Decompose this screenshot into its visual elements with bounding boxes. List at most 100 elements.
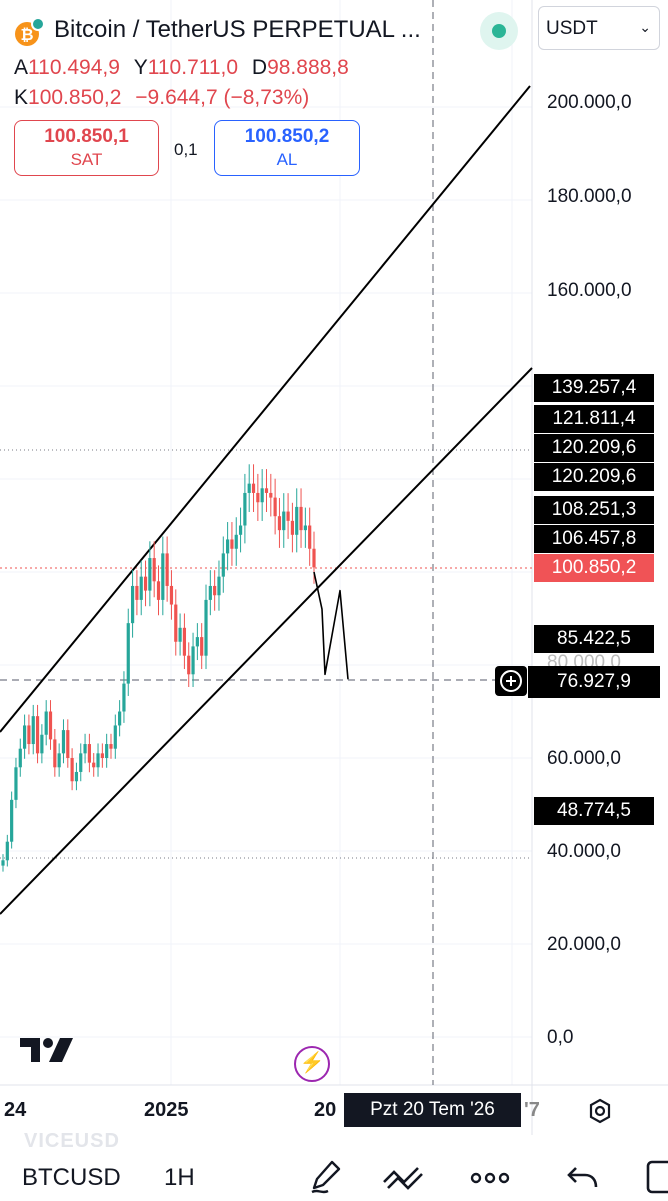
- candle-body: [148, 558, 152, 591]
- candle-body: [83, 744, 87, 754]
- candle-body: [178, 627, 182, 642]
- level-tag[interactable]: 120.209,6: [534, 434, 654, 462]
- candle-body: [126, 623, 130, 684]
- candle-body: [208, 585, 212, 600]
- candle-body: [299, 506, 303, 531]
- candle-body: [18, 748, 22, 768]
- candle-body: [308, 525, 312, 549]
- level-tag[interactable]: 121.811,4: [534, 405, 654, 433]
- crosshair-date-tooltip: Pzt 20 Tem '26: [344, 1093, 521, 1127]
- drawing-tools-icon[interactable]: [382, 1158, 428, 1201]
- candle-body: [213, 585, 217, 596]
- candle-body: [273, 497, 277, 517]
- candle-body: [31, 716, 35, 745]
- candle-body: [295, 506, 299, 535]
- more-icon[interactable]: [470, 1158, 510, 1201]
- candle-body: [61, 730, 66, 754]
- currency-select[interactable]: USDT ⌄: [538, 6, 660, 50]
- level-tag[interactable]: 48.774,5: [534, 797, 654, 825]
- candle-body: [5, 841, 9, 861]
- candle-body: [256, 492, 260, 503]
- candle-body: [169, 585, 174, 605]
- candle-body: [48, 711, 53, 740]
- candle-body: [27, 725, 31, 745]
- buy-price: 100.850,2: [244, 126, 330, 147]
- candle-body: [70, 758, 74, 782]
- candle-body: [277, 516, 282, 531]
- gear-icon[interactable]: [586, 1097, 614, 1130]
- pen-icon[interactable]: [308, 1158, 346, 1201]
- open-value: 110.494,9: [28, 56, 120, 79]
- candle-body: [234, 534, 238, 549]
- price-label-160k: 160.000,0: [547, 280, 632, 301]
- flash-icon[interactable]: ⚡: [294, 1046, 330, 1082]
- candle-body: [96, 753, 100, 768]
- candle-body: [22, 725, 27, 749]
- level-tag[interactable]: 85.422,5: [534, 625, 654, 653]
- candle-body: [191, 646, 195, 675]
- interval-button[interactable]: 1H: [164, 1164, 195, 1191]
- candle-body: [139, 576, 143, 600]
- layout-icon[interactable]: [646, 1158, 668, 1201]
- candle-body: [92, 762, 96, 768]
- drawn-forecast-path: [313, 571, 349, 680]
- high-value: 110.711,0: [147, 56, 239, 79]
- channel-lower-line: [0, 367, 533, 915]
- level-tag[interactable]: 139.257,4: [534, 374, 654, 402]
- candle-body: [10, 799, 14, 842]
- channel-upper-line: [0, 85, 531, 733]
- sell-price: 100.850,1: [44, 126, 129, 147]
- undo-icon[interactable]: [566, 1158, 600, 1201]
- candle-body: [182, 627, 187, 656]
- time-label: 2025: [144, 1099, 189, 1121]
- candle-body: [303, 525, 307, 531]
- time-label: 20: [314, 1099, 337, 1121]
- candle-body: [260, 488, 264, 503]
- ohlc-row-2: K100.850,2 −9.644,7 (−8,73%): [14, 86, 310, 109]
- candle-body: [286, 511, 290, 521]
- candle-body: [195, 637, 199, 647]
- candle-body: [269, 492, 273, 498]
- level-tag[interactable]: 108.251,3: [534, 496, 654, 524]
- candle-body: [66, 730, 70, 758]
- time-label-tail: '7: [524, 1099, 540, 1121]
- buy-button[interactable]: 100.850,2 AL: [214, 120, 360, 176]
- level-tag[interactable]: 106.457,8: [534, 525, 654, 553]
- bottom-toolbar: [0, 1135, 668, 1200]
- candle-body: [87, 744, 91, 763]
- candle-body: [165, 553, 169, 586]
- candle-body: [113, 725, 117, 749]
- candle-body: [251, 483, 256, 493]
- price-label-0: 0,0: [547, 1027, 574, 1048]
- symbol-title[interactable]: Bitcoin / TetherUS PERPETUAL ...: [54, 16, 421, 43]
- level-tag[interactable]: 120.209,6: [534, 463, 654, 491]
- candle-body: [217, 576, 221, 596]
- plus-icon[interactable]: [495, 666, 527, 696]
- buy-label: AL: [276, 150, 298, 169]
- candle-body: [282, 511, 286, 531]
- candle-body: [174, 604, 178, 642]
- price-label-180k: 180.000,0: [547, 186, 632, 207]
- candle-body: [200, 637, 204, 656]
- candle-body: [204, 599, 208, 656]
- crosshair-price-tag: 76.927,9: [528, 666, 660, 698]
- candle-body: [130, 585, 135, 624]
- candle-body: [243, 492, 247, 526]
- market-open-icon: [480, 12, 518, 50]
- candle-body: [57, 753, 61, 768]
- candle-body: [264, 488, 269, 493]
- candle-body: [53, 739, 57, 768]
- candle-body: [161, 553, 165, 600]
- symbol-button[interactable]: BTCUSD: [22, 1164, 121, 1191]
- ohlc-row-1: A110.494,9 Y110.711,0 D98.888,8: [14, 56, 349, 79]
- low-value: 98.888,8: [267, 56, 349, 79]
- candle-body: [312, 548, 316, 568]
- tradingview-logo-icon: [20, 1036, 74, 1069]
- candle-body: [79, 753, 83, 772]
- chevron-down-icon: ⌄: [639, 19, 651, 35]
- price-label-40k: 40.000,0: [547, 841, 621, 862]
- spread-value: 0,1: [174, 140, 198, 159]
- sell-button[interactable]: 100.850,1 SAT: [14, 120, 159, 176]
- candle-body: [105, 744, 109, 758]
